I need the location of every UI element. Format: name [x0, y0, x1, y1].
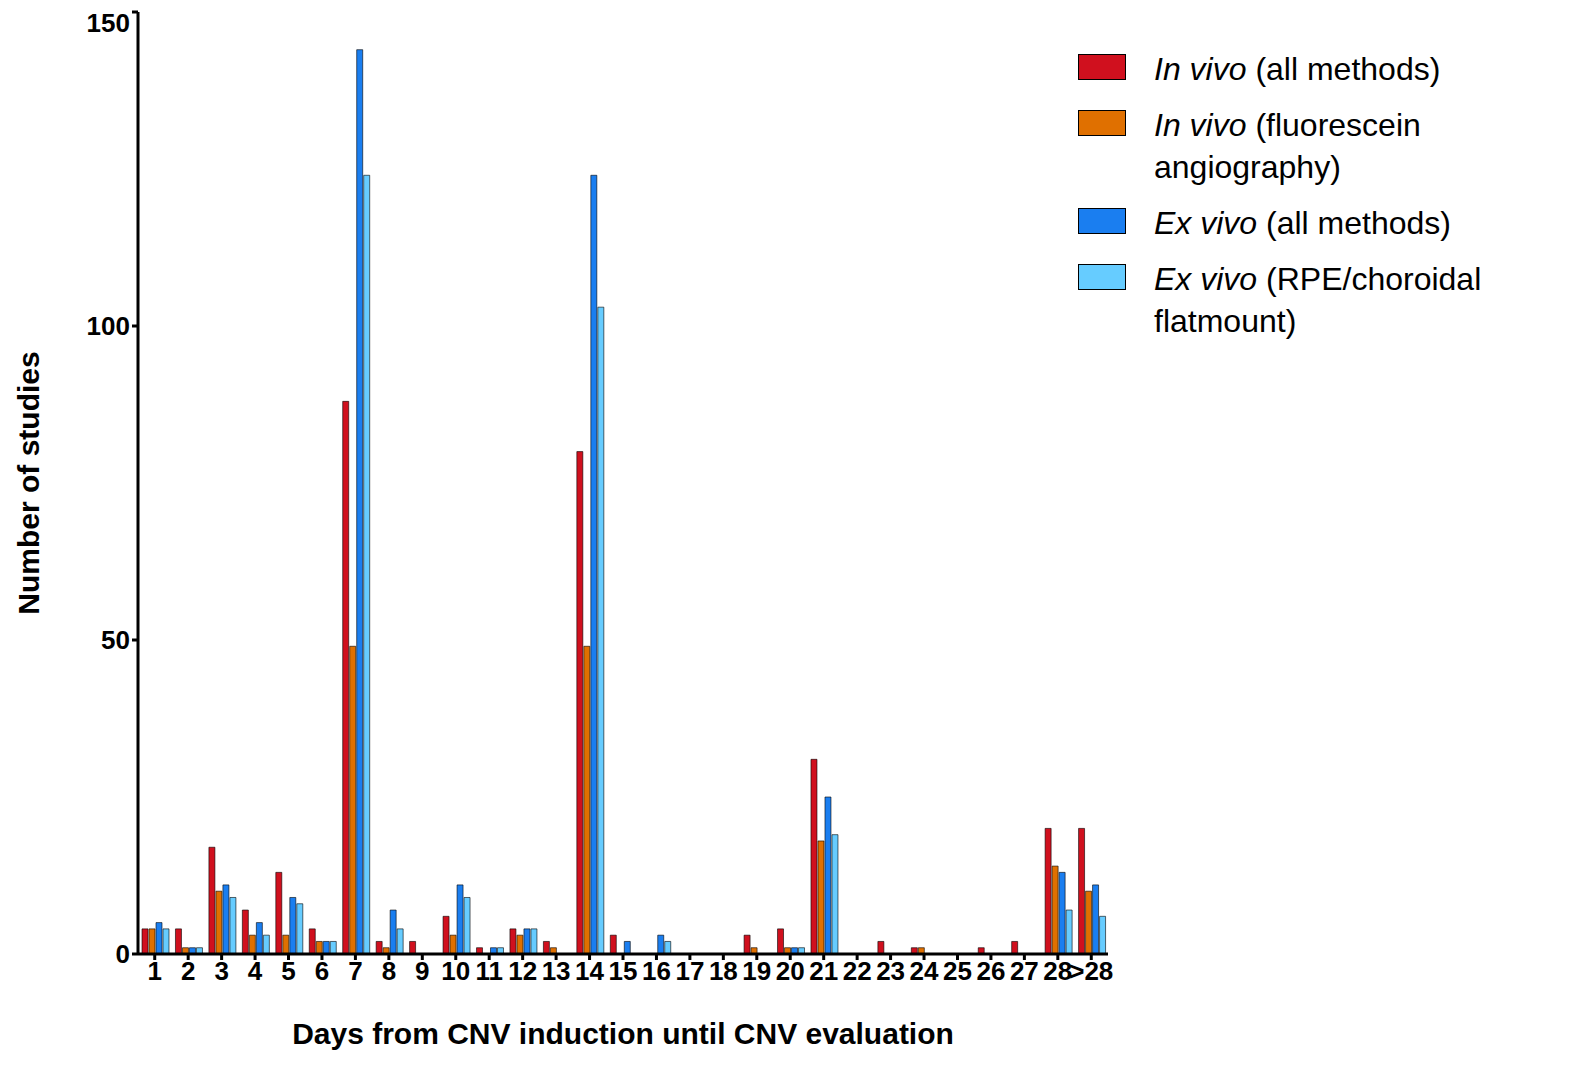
svg-text:11: 11 [475, 956, 503, 986]
html-text:In vivo (fluorescein angiograp: In vivo (fluorescein angiography) [1154, 107, 1421, 185]
svg-text:Days from CNV induction until: Days from CNV induction until CNV evalua… [292, 1017, 954, 1050]
svg-text:25: 25 [943, 956, 972, 986]
svg-text:8: 8 [382, 956, 396, 986]
svg-text:3: 3 [214, 956, 228, 986]
svg-text:100: 100 [87, 311, 130, 341]
svg-text:1: 1 [147, 956, 161, 986]
svg-text:Number of studies: Number of studies [12, 351, 45, 614]
html-text:Ex vivo (RPE/choroidal flatmou: Ex vivo (RPE/choroidal flatmount) [1154, 261, 1482, 339]
svg-text:7: 7 [348, 956, 362, 986]
svg-text:23: 23 [876, 956, 905, 986]
svg-text:13: 13 [542, 956, 571, 986]
svg-text:150: 150 [87, 8, 130, 38]
html-text:Ex vivo (all methods): Ex vivo (all methods) [1154, 205, 1451, 241]
svg-text:6: 6 [315, 956, 329, 986]
svg-text:10: 10 [441, 956, 470, 986]
svg-text:24: 24 [910, 956, 939, 986]
svg-text:9: 9 [415, 956, 429, 986]
svg-text:19: 19 [742, 956, 771, 986]
svg-text:21: 21 [809, 956, 838, 986]
svg-text:26: 26 [976, 956, 1005, 986]
svg-text:20: 20 [776, 956, 805, 986]
svg-text:27: 27 [1010, 956, 1039, 986]
svg-text:2: 2 [181, 956, 195, 986]
svg-text:28: 28 [1043, 956, 1072, 986]
svg-text:16: 16 [642, 956, 671, 986]
svg-text:4: 4 [248, 956, 263, 986]
svg-text:12: 12 [508, 956, 537, 986]
svg-text:0: 0 [116, 939, 130, 969]
svg-text:22: 22 [843, 956, 872, 986]
svg-text:17: 17 [675, 956, 704, 986]
svg-text:14: 14 [575, 956, 604, 986]
svg-text:50: 50 [101, 625, 130, 655]
svg-text:18: 18 [709, 956, 738, 986]
html-text:In vivo (all methods): In vivo (all methods) [1154, 51, 1441, 87]
svg-text:15: 15 [609, 956, 638, 986]
svg-text:>28: >28 [1069, 956, 1113, 986]
svg-text:5: 5 [281, 956, 295, 986]
